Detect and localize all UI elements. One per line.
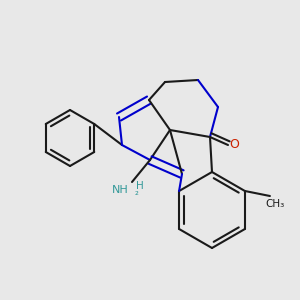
- Text: ₂: ₂: [135, 187, 139, 197]
- Text: NH: NH: [112, 185, 128, 195]
- Text: H: H: [136, 181, 144, 191]
- Text: O: O: [229, 139, 239, 152]
- Text: CH₃: CH₃: [265, 199, 284, 209]
